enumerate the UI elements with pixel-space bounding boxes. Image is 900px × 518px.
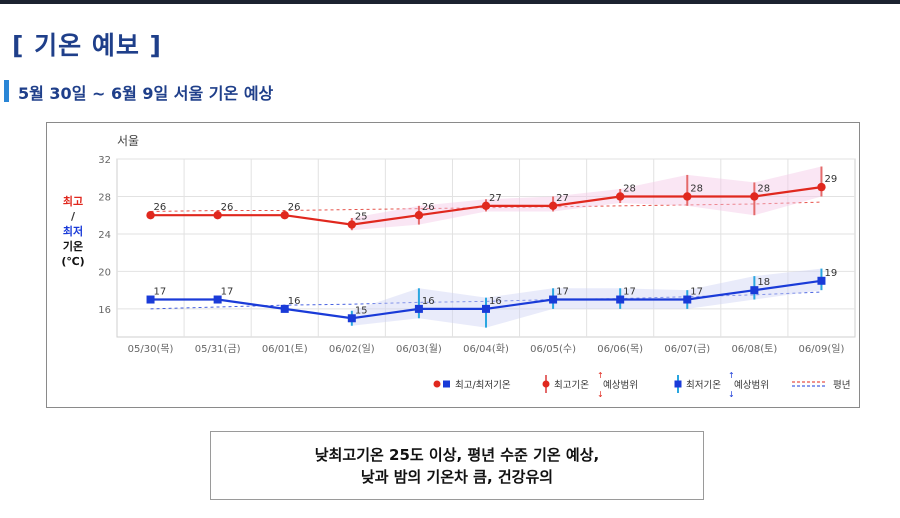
legend-arrow-down-icon: ↓ bbox=[728, 390, 735, 399]
page-subtitle: 5월 30일 ~ 6월 9일 서울 기온 예상 bbox=[18, 84, 274, 103]
legend-marker-low bbox=[443, 380, 450, 388]
data-label-low: 18 bbox=[757, 277, 770, 288]
data-label-high: 26 bbox=[154, 202, 167, 213]
data-point-low bbox=[213, 295, 222, 304]
legend-marker-high bbox=[542, 380, 550, 388]
data-label-low: 15 bbox=[355, 305, 368, 316]
data-point-low bbox=[616, 295, 625, 304]
data-label-low: 16 bbox=[489, 296, 502, 307]
data-point-high bbox=[683, 192, 692, 201]
normal-line-high bbox=[150, 201, 822, 212]
y-axis-label-line: / bbox=[71, 210, 76, 223]
data-point-high bbox=[280, 211, 289, 220]
data-label-high: 26 bbox=[221, 202, 234, 213]
x-tick-label: 05/31(금) bbox=[195, 343, 241, 355]
data-label-low: 16 bbox=[422, 296, 435, 307]
y-axis-label-line: 최고 bbox=[63, 194, 83, 208]
caption-box: 낮최고기온 25도 이상, 평년 수준 기온 예상, 낮과 밤의 기온차 큼, … bbox=[210, 431, 704, 500]
data-label-low: 17 bbox=[221, 287, 234, 298]
y-tick-label: 28 bbox=[98, 192, 111, 203]
data-point-high bbox=[347, 220, 357, 229]
legend-arrow-up-icon: ↑ bbox=[728, 371, 735, 380]
legend-label: 최고/최저기온 bbox=[455, 380, 511, 391]
legend-label: 예상범위 bbox=[734, 379, 769, 391]
x-tick-label: 06/09(일) bbox=[799, 343, 845, 355]
data-point-high bbox=[146, 211, 155, 220]
y-tick-label: 20 bbox=[98, 267, 111, 278]
data-point-low bbox=[414, 304, 423, 313]
data-label-low: 16 bbox=[288, 296, 301, 307]
y-axis-label-line: 기온 bbox=[63, 239, 83, 253]
range-band-high bbox=[351, 166, 822, 231]
data-point-low bbox=[146, 295, 155, 304]
y-axis-label-line: 최저 bbox=[63, 224, 83, 238]
range-band-low bbox=[351, 268, 822, 328]
data-label-high: 26 bbox=[422, 202, 435, 213]
data-label-high: 26 bbox=[288, 202, 301, 213]
data-point-high bbox=[817, 182, 826, 192]
data-point-low bbox=[750, 286, 759, 295]
data-label-high: 29 bbox=[824, 174, 837, 185]
data-point-high bbox=[548, 201, 558, 211]
data-point-high bbox=[414, 211, 424, 220]
data-point-high bbox=[213, 211, 222, 220]
data-label-low: 19 bbox=[824, 268, 837, 279]
x-tick-label: 06/04(화) bbox=[463, 343, 509, 355]
caption-line-2: 낮과 밤의 기온차 큼, 건강유의 bbox=[360, 467, 554, 486]
data-label-low: 17 bbox=[623, 287, 636, 298]
top-bar bbox=[0, 0, 900, 4]
data-label-high: 28 bbox=[623, 183, 636, 194]
x-tick-label: 06/06(목) bbox=[597, 343, 643, 355]
x-tick-label: 06/02(일) bbox=[329, 343, 375, 355]
legend-marker-high bbox=[433, 380, 441, 388]
x-tick-label: 05/30(목) bbox=[128, 343, 174, 355]
x-tick-label: 06/08(토) bbox=[731, 344, 777, 355]
data-label-high: 28 bbox=[690, 183, 703, 194]
x-tick-label: 06/07(금) bbox=[664, 343, 710, 355]
legend-arrow-down-icon: ↓ bbox=[597, 390, 604, 399]
legend-arrow-up-icon: ↑ bbox=[597, 371, 604, 380]
x-tick-label: 06/01(토) bbox=[262, 344, 308, 355]
data-label-high: 28 bbox=[757, 183, 770, 194]
data-label-low: 17 bbox=[556, 287, 569, 298]
data-point-high bbox=[481, 201, 491, 211]
chart-frame: 16 20 24 28 32 서울 최고 / 최저 기온 (℃) 05/30(목) 05/31(금) 06… bbox=[46, 122, 860, 408]
legend-label: 평년 bbox=[833, 380, 850, 391]
x-tick-label: 06/05(수) bbox=[530, 343, 576, 355]
chart-title: 서울 bbox=[117, 134, 139, 148]
legend-label: 예상범위 bbox=[603, 379, 638, 391]
legend-label: 최저기온 bbox=[686, 380, 721, 391]
caption-line-1: 낮최고기온 25도 이상, 평년 수준 기온 예상, bbox=[314, 445, 600, 464]
y-tick-label: 32 bbox=[98, 155, 111, 166]
y-axis-label-line: (℃) bbox=[61, 255, 84, 268]
y-tick-label: 24 bbox=[98, 230, 111, 241]
data-label-high: 27 bbox=[489, 193, 502, 204]
data-label-high: 25 bbox=[355, 212, 368, 223]
data-label-low: 17 bbox=[154, 287, 167, 298]
data-point-high bbox=[615, 192, 625, 201]
data-point-low bbox=[683, 295, 692, 304]
data-point-low bbox=[549, 295, 558, 304]
y-tick-label: 16 bbox=[98, 305, 111, 316]
subtitle-accent-bar bbox=[4, 80, 9, 102]
data-label-low: 17 bbox=[690, 287, 703, 298]
x-tick-label: 06/03(월) bbox=[396, 343, 442, 355]
data-point-low bbox=[280, 304, 289, 313]
data-label-high: 27 bbox=[556, 193, 569, 204]
legend-label: 최고기온 bbox=[554, 380, 589, 391]
data-point-high bbox=[750, 192, 759, 201]
page-title: [ 기온 예보 ] bbox=[12, 31, 162, 60]
data-point-low bbox=[347, 314, 356, 323]
legend-marker-low bbox=[674, 380, 682, 388]
data-point-low bbox=[817, 276, 826, 285]
data-point-low bbox=[482, 304, 490, 313]
